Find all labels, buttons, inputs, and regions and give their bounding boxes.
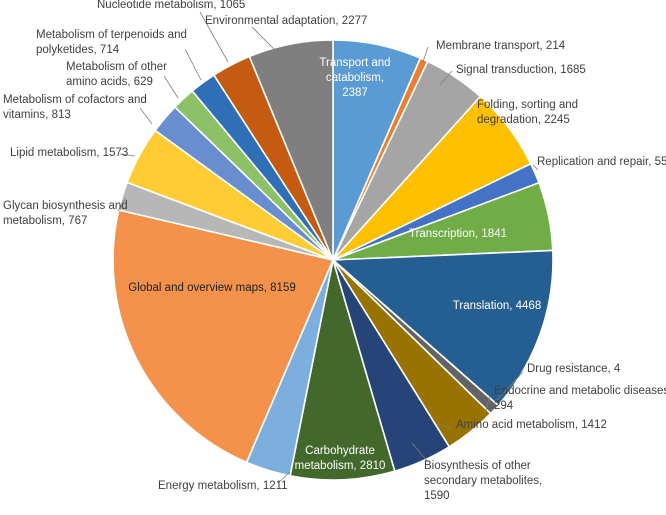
leader-line [163, 75, 179, 99]
data-label: Carbohydrate metabolism, 2810 [295, 445, 386, 472]
data-label: Amino acid metabolism, 1412 [456, 419, 607, 431]
data-labels: Transport and catabolism, 2387 Membrane tra… [3, 0, 666, 502]
pie-slice [289, 259, 396, 481]
leader-line [277, 471, 291, 484]
leader-line [439, 70, 453, 86]
data-label: Energy metabolism, 1211 [158, 480, 288, 492]
leader-line [139, 107, 153, 125]
leader-line [496, 371, 524, 401]
data-label: Biosynthesis of other secondary metabolit… [424, 460, 542, 502]
data-label: Endocrine and metabolic diseases, 294 [494, 385, 666, 412]
data-label: Metabolism of other amino acids, 629 [66, 61, 167, 88]
data-label: Global and overview maps, 8159 [128, 282, 296, 294]
pie-slice [112, 209, 335, 464]
data-label: Transcription, 1841 [409, 228, 507, 240]
leader-line [199, 11, 229, 63]
leader-line [411, 442, 429, 463]
data-label: Lipid metabolism, 1573 [10, 147, 128, 159]
pie-slices [112, 39, 554, 481]
leader-line [532, 164, 539, 171]
data-label: Replication and repair, 552 [537, 156, 666, 168]
data-label: Translation, 4468 [453, 300, 541, 312]
data-label: Signal transduction, 1685 [456, 64, 586, 76]
leader-line [422, 46, 429, 63]
data-label: Drug resistance, 4 [527, 363, 621, 375]
data-label: Metabolism of terpenoids and polyketides,… [36, 29, 187, 56]
leader-lines [117, 11, 539, 484]
data-label: Folding, sorting and degradation, 2245 [477, 99, 578, 126]
data-label: Membrane transport, 214 [436, 40, 566, 52]
pie-slice [248, 39, 334, 261]
leader-line [251, 26, 279, 54]
leader-line [485, 395, 491, 411]
leader-line [184, 48, 202, 81]
leader-line [117, 197, 127, 212]
leader-line [437, 423, 453, 429]
data-label: Nucleotide metabolism, 1065 [97, 0, 245, 11]
data-label: Metabolism of cofactors and vitamins, 813 [3, 94, 147, 121]
data-label: Glycan biosynthesis and metabolism, 767 [3, 200, 128, 227]
data-label: Transport and catabolism, 2387 [319, 57, 390, 99]
pie-slice [330, 249, 554, 407]
leader-line [119, 153, 136, 157]
data-label: Environmental adaptation, 2277 [205, 15, 367, 27]
